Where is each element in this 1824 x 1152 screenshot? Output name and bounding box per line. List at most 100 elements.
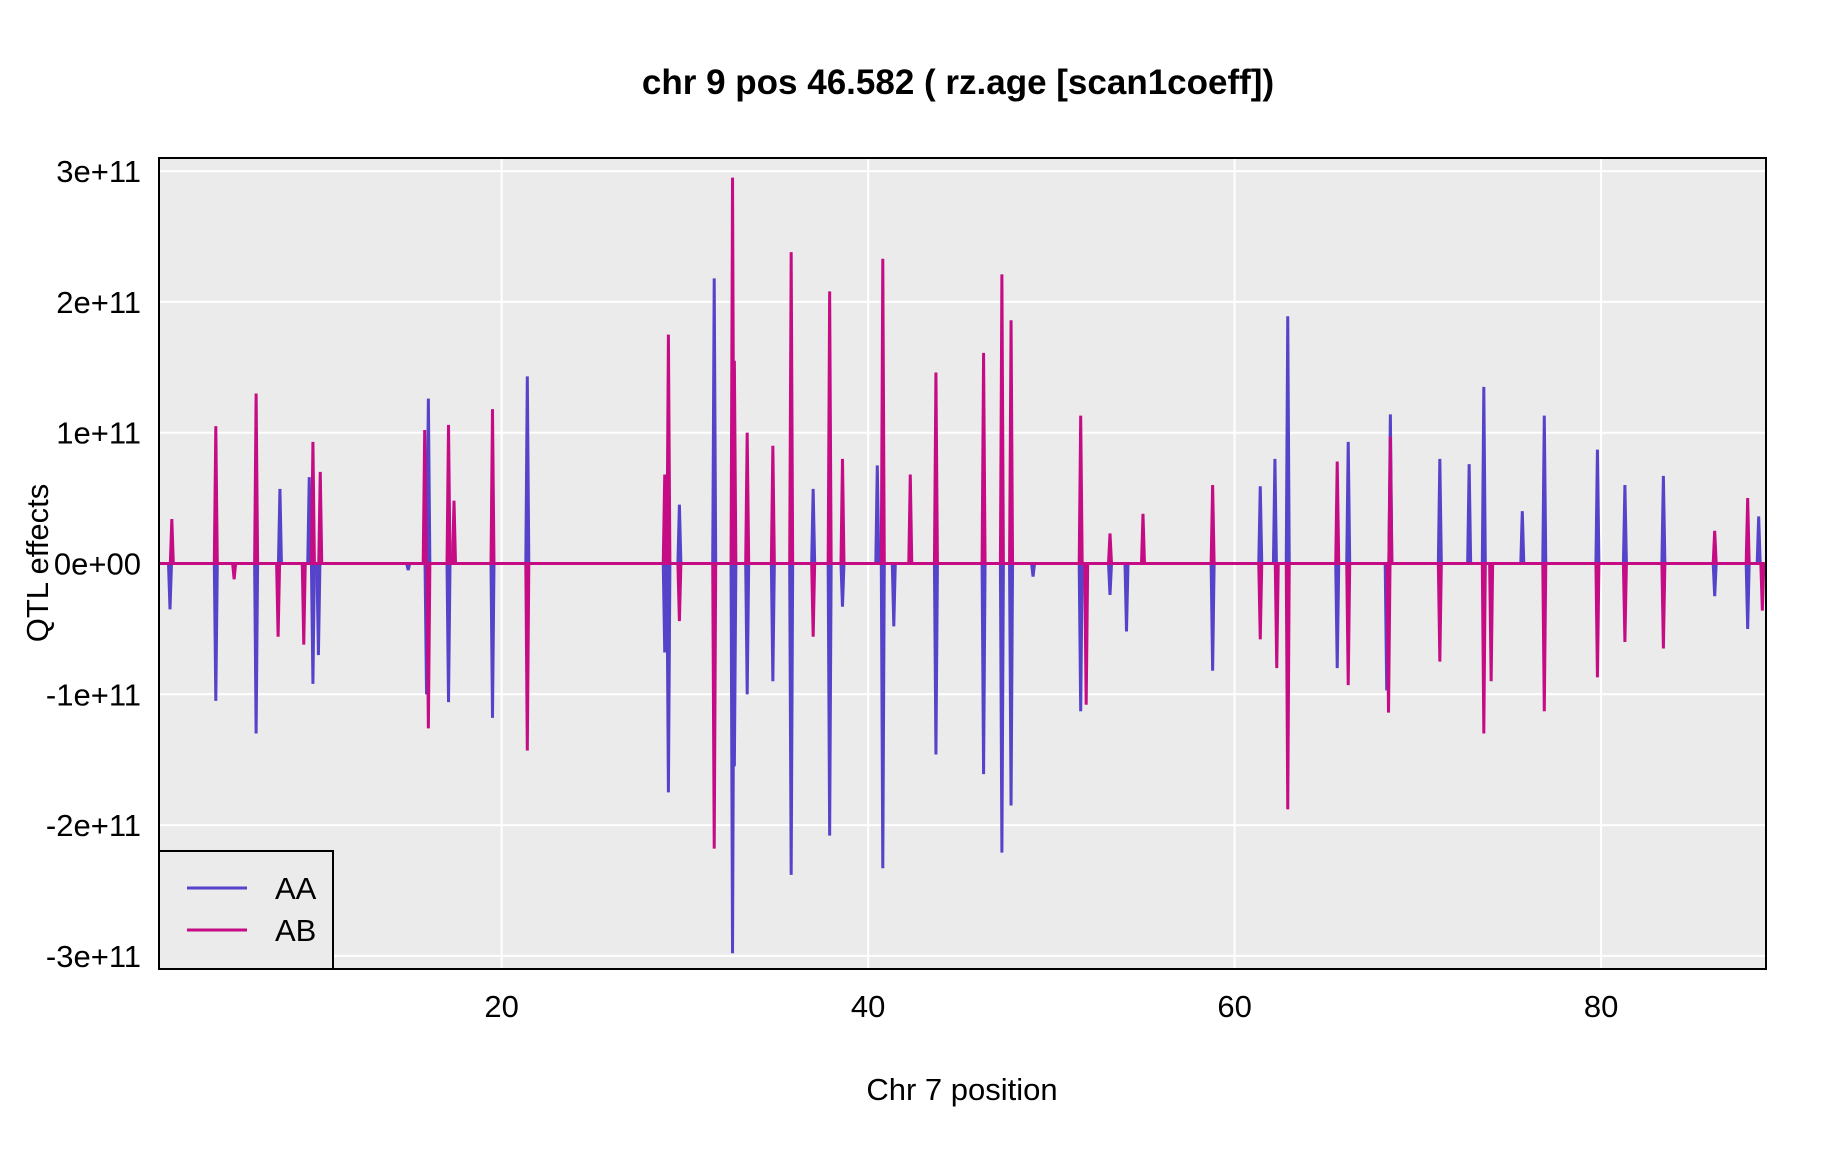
spike [879,258,886,564]
spike [907,474,914,564]
spike [1008,563,1015,806]
spike [1594,449,1601,564]
spike [826,291,833,564]
spike [676,563,683,622]
spike [665,334,672,564]
y-tick-label: 2e+11 [56,285,141,320]
spike [1257,563,1264,640]
spike [212,426,219,564]
spike [744,432,751,564]
y-tick-label: 3e+11 [56,154,141,189]
spike [1284,316,1291,564]
spike [1594,563,1601,678]
spike [405,563,412,571]
spike [839,458,846,564]
spike [1385,563,1392,713]
spike [489,409,496,564]
spike [275,563,282,637]
spike [1008,320,1015,564]
spike [1755,516,1762,564]
spike [445,563,452,703]
spike [890,563,897,627]
spike [1759,563,1766,611]
spike [168,518,175,564]
spike [1284,563,1291,810]
spike [1123,563,1130,632]
spike [1711,563,1718,597]
spike [810,563,817,637]
spike [1077,415,1084,564]
spike [1541,563,1548,712]
spike [769,563,776,682]
spike [879,563,886,869]
spike [524,563,531,751]
spike [1334,563,1341,669]
spike [309,563,316,684]
spike [1345,441,1352,564]
spike [932,563,939,755]
spike [276,488,283,564]
x-axis-title: Chr 7 position [866,1072,1057,1107]
spike [1744,563,1751,629]
series-layer [159,177,1766,954]
spike [451,500,458,564]
spike [932,372,939,564]
spike [1077,563,1084,712]
spike [1030,563,1037,577]
plot-border [158,157,1767,970]
spike [306,477,313,564]
spike [980,352,987,564]
y-tick-label: 0e+00 [54,547,141,582]
spike [731,360,738,564]
spike [1744,498,1751,564]
spike [980,563,987,775]
spike [166,563,173,610]
spike [1083,563,1090,705]
spike [1334,461,1341,564]
spike [1466,464,1473,564]
spike [1139,513,1146,564]
y-tick-label: 1e+11 [56,416,141,451]
spike [1660,475,1667,564]
spike [317,471,324,564]
spike [1621,563,1628,643]
chart-title: chr 9 pos 46.582 ( rz.age [scan1coeff]) [642,63,1274,102]
spike [445,424,452,564]
legend-label-aa: AA [275,871,317,906]
spike [1541,415,1548,564]
y-tick-label: -2e+11 [46,808,141,843]
spike [1621,484,1628,564]
x-axis-ticks: 20 40 60 80 [484,989,1618,1024]
spike [1488,563,1495,682]
spike [1711,530,1718,564]
spike [711,563,718,849]
spike [1387,436,1394,564]
spike [1209,563,1216,671]
spike [300,563,307,645]
spike [1107,563,1114,595]
legend-box [158,850,334,970]
spike [1480,563,1487,734]
spike [788,252,795,564]
spike [665,563,672,793]
y-tick-label: -3e+11 [46,939,141,974]
spike [315,563,322,656]
series-ab [159,177,1766,849]
spike [524,376,531,564]
spike [731,563,738,767]
spike [1273,563,1280,669]
x-tick-label: 40 [851,989,885,1024]
spike [874,465,881,564]
legend-label-ab: AB [275,913,316,948]
spike [839,563,846,607]
spike [421,430,428,564]
spike [769,445,776,564]
spike [744,563,751,695]
x-tick-label: 80 [1584,989,1618,1024]
spike [1209,484,1216,564]
spike [309,441,316,564]
spike [1345,563,1352,686]
x-tick-label: 60 [1217,989,1251,1024]
spike [1436,458,1443,564]
y-axis-ticks: 3e+11 2e+11 1e+11 0e+00 -1e+11 -2e+11 -3e+11 [46,154,141,974]
